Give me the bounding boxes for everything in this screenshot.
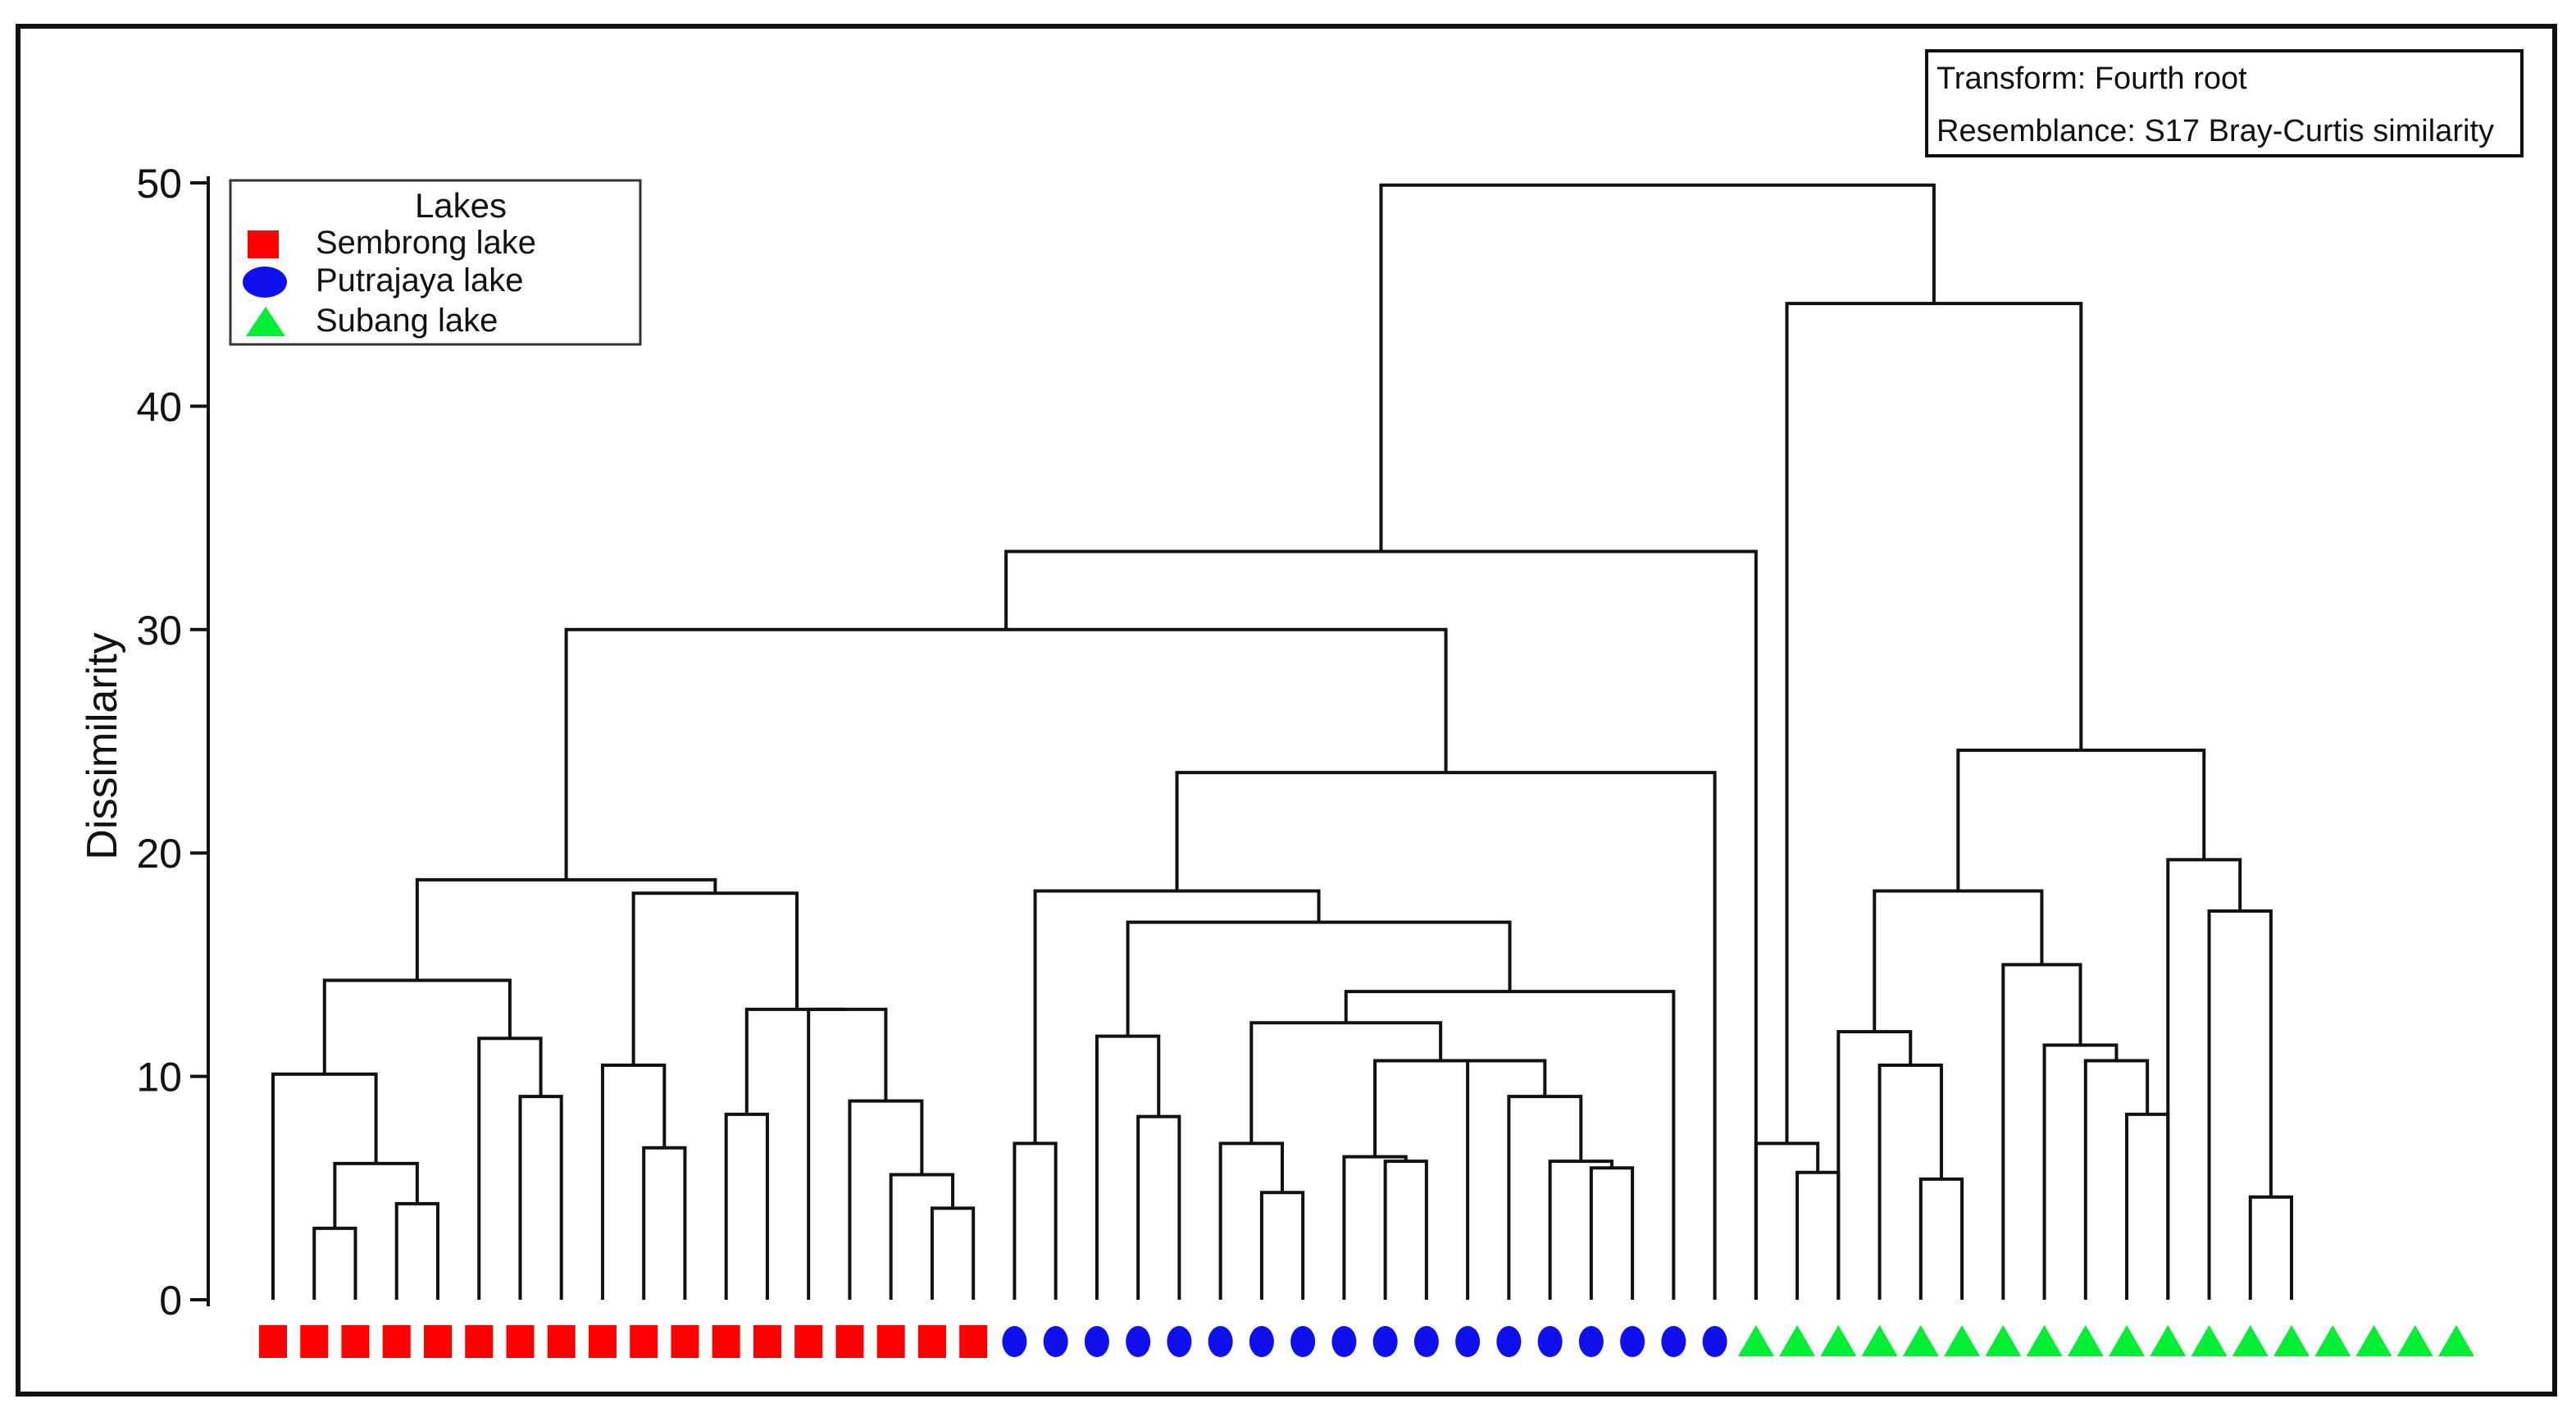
y-tick-label: 0 (159, 1278, 182, 1324)
dendrogram-branch (1379, 183, 1936, 552)
dendrogram-branch (415, 877, 717, 981)
leaf-square-icon (959, 1325, 988, 1358)
leaf-triangle-icon (1737, 1325, 1774, 1356)
y-axis: 0 10 20 30 40 50 (136, 161, 210, 1324)
leaf-circle-icon (1372, 1326, 1398, 1357)
leaf-circle-icon (1126, 1326, 1151, 1357)
leaf-circle-icon (1496, 1326, 1522, 1357)
leaf-square-icon (876, 1325, 905, 1358)
leaf-square-icon (300, 1325, 329, 1358)
leaf-square-icon (630, 1325, 658, 1358)
leaf-square-icon (382, 1325, 411, 1358)
dendrogram-branch (518, 1095, 563, 1300)
dendrogram-branch (1344, 990, 1676, 1300)
legend-triangle-icon (246, 307, 285, 336)
legend-square-icon (248, 230, 279, 258)
dendrogram-branch (271, 1072, 378, 1300)
leaf-circle-icon (1208, 1326, 1233, 1357)
leaf-triangle-icon (1779, 1325, 1816, 1356)
legend-entry-sembrong: Sembrong lake (316, 225, 536, 261)
dendrogram-branch (744, 1007, 848, 1114)
y-axis-label: Dissimilarity (79, 632, 126, 859)
legend-box (229, 179, 642, 346)
legend: Lakes Sembrong lake Putrajaya lake Suban… (229, 179, 642, 346)
leaf-square-icon (423, 1325, 452, 1358)
leaf-triangle-icon (2314, 1325, 2351, 1356)
leaf-triangle-icon (2026, 1325, 2063, 1356)
leaf-circle-icon (1537, 1326, 1563, 1357)
leaf-circle-icon (1413, 1326, 1439, 1357)
leaf-square-icon (671, 1325, 699, 1358)
leaf-circle-icon (1084, 1326, 1109, 1357)
dendrogram-branch (1259, 1191, 1305, 1300)
dendrogram-branch (1507, 1095, 1583, 1300)
leaf-square-icon (753, 1325, 781, 1358)
leaf-triangle-icon (1861, 1325, 1898, 1356)
y-tick-label: 40 (136, 384, 182, 430)
leaf-circle-icon (1167, 1326, 1192, 1357)
leaf-triangle-icon (1944, 1325, 1981, 1356)
info-box-frame (1925, 49, 2524, 157)
leaf-triangle-icon (2355, 1325, 2392, 1356)
leaf-square-icon (465, 1325, 494, 1358)
leaf-circle-icon (1249, 1326, 1274, 1357)
dendrogram-branch (333, 1161, 419, 1228)
dendrogram-branches (271, 183, 2294, 1300)
leaf-circle-icon (1002, 1326, 1027, 1357)
dendrogram-branch (724, 1112, 769, 1300)
legend-circle-icon (243, 267, 287, 298)
y-tick-label: 30 (136, 608, 182, 654)
legend-entry-putrajaya: Putrajaya lake (316, 262, 523, 298)
leaf-circle-icon (1290, 1326, 1316, 1357)
leaf-square-icon (794, 1325, 823, 1358)
info-box: Transform: Fourth root Resemblance: S17 … (1925, 49, 2524, 157)
leaf-circle-icon (1331, 1326, 1357, 1357)
leaf-triangle-icon (2067, 1325, 2104, 1356)
leaf-circle-icon (1620, 1326, 1645, 1357)
leaf-square-icon (917, 1325, 946, 1358)
dendrogram-branch (1095, 1034, 1161, 1300)
leaf-triangle-icon (2150, 1325, 2187, 1356)
y-tick-label: 10 (136, 1055, 182, 1100)
dendrogram-branch (2248, 1195, 2294, 1300)
info-resemblance: Resemblance: S17 Bray-Curtis similarity (1937, 114, 2494, 148)
dendrogram-branch (1033, 889, 1321, 1144)
leaf-square-icon (588, 1325, 617, 1358)
dendrogram-branch (930, 1206, 976, 1300)
leaf-triangle-icon (2109, 1325, 2146, 1356)
dendrogram-branch (394, 1201, 439, 1300)
info-transform: Transform: Fourth root (1937, 62, 2247, 96)
leaf-triangle-icon (1902, 1325, 1939, 1356)
leaf-circle-icon (1043, 1326, 1068, 1357)
dendrogram-branch (322, 978, 512, 1074)
leaf-square-icon (259, 1325, 287, 1358)
leaf-circle-icon (1661, 1326, 1686, 1357)
dendrogram-branch (889, 1173, 955, 1300)
leaf-triangle-icon (2438, 1325, 2474, 1356)
leaf-square-icon (341, 1325, 370, 1358)
leaf-triangle-icon (1820, 1325, 1857, 1356)
legend-entry-subang: Subang lake (316, 303, 498, 339)
leaf-circle-icon (1578, 1326, 1604, 1357)
y-tick-label: 50 (136, 161, 182, 207)
leaf-markers (259, 1325, 2474, 1358)
leaf-square-icon (506, 1325, 535, 1358)
dendrogram-branch (1873, 889, 2044, 1032)
leaf-triangle-icon (2396, 1325, 2433, 1356)
dendrogram-branch (807, 1007, 888, 1300)
leaf-triangle-icon (2232, 1325, 2269, 1356)
leaf-circle-icon (1455, 1326, 1481, 1357)
leaf-square-icon (712, 1325, 740, 1358)
dendrogram-branch (642, 1146, 687, 1300)
leaf-square-icon (547, 1325, 576, 1358)
y-tick-label: 20 (136, 831, 182, 877)
leaf-square-icon (835, 1325, 864, 1358)
leaf-circle-icon (1702, 1326, 1727, 1357)
leaf-triangle-icon (2191, 1325, 2228, 1356)
legend-title: Lakes (415, 186, 507, 225)
leaf-triangle-icon (1985, 1325, 2022, 1356)
dendrogram-branch (1373, 1059, 1507, 1157)
leaf-triangle-icon (2273, 1325, 2310, 1356)
